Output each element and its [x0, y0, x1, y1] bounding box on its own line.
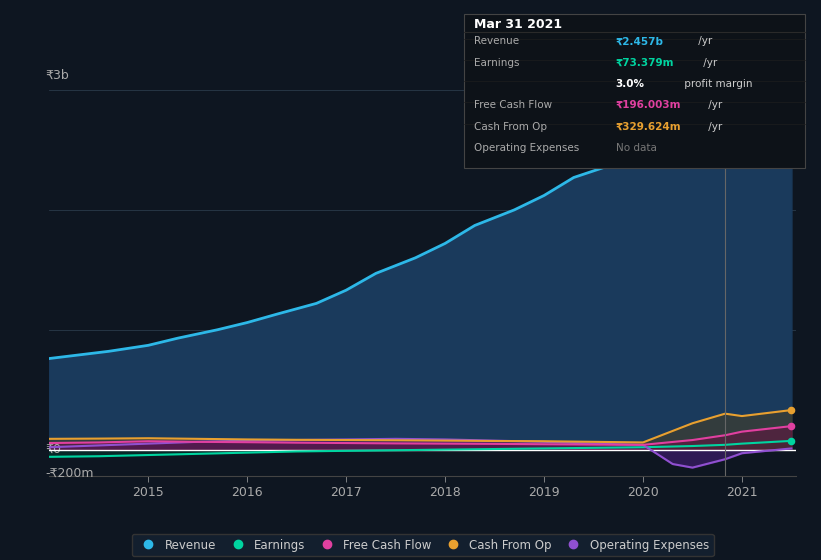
Text: Cash From Op: Cash From Op — [474, 122, 547, 132]
Text: ₹73.379m: ₹73.379m — [616, 58, 674, 68]
Point — [785, 151, 798, 160]
Legend: Revenue, Earnings, Free Cash Flow, Cash From Op, Operating Expenses: Revenue, Earnings, Free Cash Flow, Cash … — [132, 534, 713, 556]
Text: -₹200m: -₹200m — [45, 467, 94, 480]
Point — [785, 422, 798, 431]
Text: Revenue: Revenue — [474, 36, 519, 46]
Point — [785, 405, 798, 414]
Text: profit margin: profit margin — [681, 79, 752, 89]
Text: /yr: /yr — [700, 58, 718, 68]
Text: No data: No data — [616, 143, 657, 153]
Text: ₹329.624m: ₹329.624m — [616, 122, 681, 132]
Text: /yr: /yr — [705, 122, 722, 132]
Text: Operating Expenses: Operating Expenses — [474, 143, 579, 153]
Text: 3.0%: 3.0% — [616, 79, 644, 89]
Text: /yr: /yr — [705, 100, 722, 110]
Text: ₹2.457b: ₹2.457b — [616, 36, 663, 46]
Text: Mar 31 2021: Mar 31 2021 — [474, 18, 562, 31]
Text: ₹0: ₹0 — [45, 443, 62, 456]
Text: /yr: /yr — [695, 36, 713, 46]
Text: ₹3b: ₹3b — [45, 69, 69, 82]
Text: Free Cash Flow: Free Cash Flow — [474, 100, 552, 110]
Text: Earnings: Earnings — [474, 58, 519, 68]
Text: ₹196.003m: ₹196.003m — [616, 100, 681, 110]
Point — [785, 436, 798, 445]
